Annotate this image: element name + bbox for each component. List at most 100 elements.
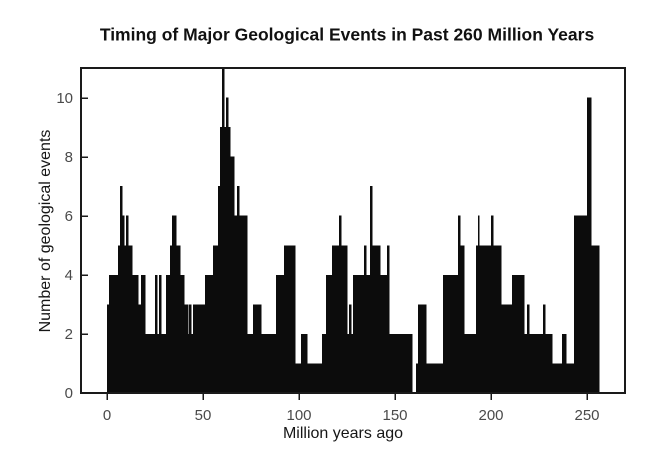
histogram-bar — [351, 333, 354, 393]
histogram-bar — [141, 274, 146, 393]
histogram-bar — [170, 245, 173, 393]
y-tick-label: 4 — [65, 267, 73, 284]
histogram-bar — [138, 304, 142, 393]
histogram-bar — [301, 333, 308, 393]
histogram-bar — [491, 215, 494, 393]
histogram-bar — [326, 274, 333, 393]
y-tick-label: 8 — [65, 149, 73, 166]
x-tick-label: 50 — [195, 407, 212, 424]
histogram-bar — [295, 363, 302, 393]
y-tick-label: 6 — [65, 208, 73, 225]
histogram-bar — [126, 215, 129, 393]
chart-title: Timing of Major Geological Events in Pas… — [99, 24, 595, 45]
histogram-bar — [493, 245, 502, 393]
histogram-bar — [234, 215, 238, 393]
histogram-bar — [161, 333, 167, 393]
histogram-bar — [389, 333, 413, 393]
histogram-bar — [478, 215, 480, 393]
histogram-bar — [370, 186, 373, 393]
histogram-bar — [224, 127, 227, 393]
histogram-bar — [122, 215, 125, 393]
histogram-bar — [166, 274, 171, 393]
histogram-bar — [524, 333, 528, 393]
histogram-bar — [543, 304, 546, 393]
histogram-bar — [124, 245, 127, 393]
histogram-bar — [353, 274, 365, 393]
histogram-bar — [364, 245, 367, 393]
histogram-bar — [145, 333, 156, 393]
histogram-bar — [426, 363, 444, 393]
histogram-bar — [195, 304, 206, 393]
histogram-bar — [501, 304, 513, 393]
histogram-bar — [366, 274, 371, 393]
histogram-bar — [226, 97, 229, 393]
histogram-bar — [237, 186, 240, 393]
histogram-bar — [157, 333, 160, 393]
x-tick-label: 100 — [286, 407, 311, 424]
histogram-bar — [332, 245, 340, 393]
histogram-bar — [372, 245, 381, 393]
histogram-bar — [109, 274, 119, 393]
histogram-bar — [574, 215, 588, 393]
histogram-bar — [120, 186, 123, 393]
histogram-bar — [387, 245, 390, 393]
y-tick-label: 2 — [65, 326, 73, 343]
histogram-bar — [552, 363, 563, 393]
histogram-bar — [418, 304, 427, 393]
histogram-bar — [566, 363, 575, 393]
histogram-bar — [476, 245, 479, 393]
x-tick-label: 150 — [382, 407, 407, 424]
histogram-bar — [479, 245, 492, 393]
histogram-bar — [218, 186, 221, 393]
histogram-bar — [512, 274, 525, 393]
histogram-bar — [228, 127, 231, 393]
histogram-bar — [253, 304, 262, 393]
histogram-bar — [180, 274, 185, 393]
x-tick-label: 200 — [478, 407, 503, 424]
histogram-bar — [545, 333, 553, 393]
histogram-bar — [193, 304, 196, 393]
histogram-bar — [172, 215, 177, 393]
histogram-bar — [176, 245, 181, 393]
histogram-bar — [189, 304, 192, 393]
histogram-bar — [159, 274, 162, 393]
histogram-bar — [107, 304, 110, 393]
histogram-bar — [191, 333, 194, 393]
histogram-bar — [339, 215, 342, 393]
histogram-bar — [529, 333, 544, 393]
histogram-bar — [230, 156, 235, 393]
histogram-bar — [347, 333, 350, 393]
histogram-bar — [205, 274, 214, 393]
histogram-bar — [261, 333, 277, 393]
histogram-bar — [239, 215, 248, 393]
y-tick-label: 10 — [56, 90, 73, 107]
histogram-bar — [341, 245, 348, 393]
x-tick-label: 0 — [103, 407, 111, 424]
histogram-bar — [322, 333, 327, 393]
histogram-bar — [307, 363, 323, 393]
plot-frame — [80, 67, 626, 394]
histogram-bar — [591, 245, 600, 393]
histogram-bar — [460, 245, 465, 393]
histogram-bar — [184, 304, 189, 393]
histogram-bar — [220, 127, 223, 393]
histogram-bar — [284, 245, 296, 393]
histogram-bar — [587, 97, 592, 393]
histogram-bar — [188, 333, 190, 393]
y-tick-label: 0 — [65, 385, 73, 402]
histogram-bar — [464, 333, 477, 393]
histogram-bar — [222, 68, 225, 393]
x-axis-label: Million years ago — [282, 425, 404, 442]
histogram-bar — [380, 274, 388, 393]
x-tick-label: 250 — [574, 407, 599, 424]
histogram-bar — [128, 245, 133, 393]
histogram-bar — [458, 215, 461, 393]
histogram-bar — [562, 333, 567, 393]
histogram-bar — [276, 274, 285, 393]
histogram-bar — [416, 363, 419, 393]
histogram-bar — [349, 304, 352, 393]
histogram-bar — [443, 274, 459, 393]
histogram-bar — [155, 274, 158, 393]
